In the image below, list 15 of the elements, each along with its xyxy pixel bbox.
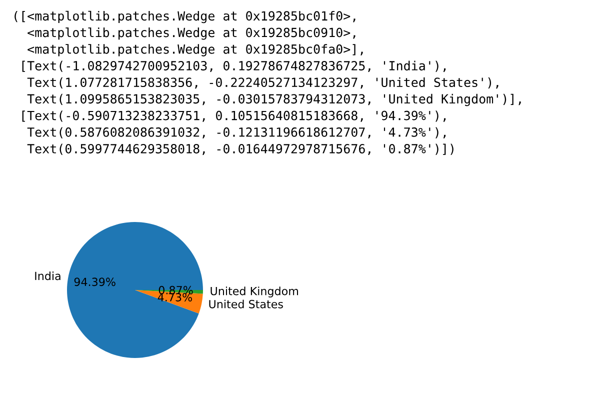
text: <matplotlib.patches.Wedge at 0x19285bc0fa0>], <box>28 44 363 56</box>
text: ([<matplotlib.patches.Wedge at 0x19285bc01f0>, <box>14 10 356 24</box>
slice-label: United Kingdom <box>210 286 298 298</box>
data-label: 94.39% <box>74 278 116 286</box>
slice-label: India <box>35 272 60 280</box>
text: [Text(-1.0829742700952103, 0.19278674827836725, 'India'), <box>22 60 446 72</box>
text: <matplotlib.patches.Wedge at 0x19285bc0910>, <box>28 27 356 40</box>
text: Text(0.5997744629358018, -0.01644972978715676, '0.87%')]) <box>27 144 454 156</box>
slice-label: United States <box>209 300 283 308</box>
text: Text(0.5876082086391032, -0.12131196618612707, '4.73%'), <box>27 127 446 138</box>
pie-slice <box>67 222 203 358</box>
data-label: 0.87% <box>158 286 193 294</box>
text: Text(1.0995865153823035, -0.03015783794312073, 'United Kingdom')], <box>27 94 521 106</box>
text: [Text(-0.590713238233751, 0.10515640815183668, '94.39%'), <box>22 110 446 122</box>
text: Text(1.077281715838356, -0.22240527134123297, 'United States'), <box>27 77 498 89</box>
